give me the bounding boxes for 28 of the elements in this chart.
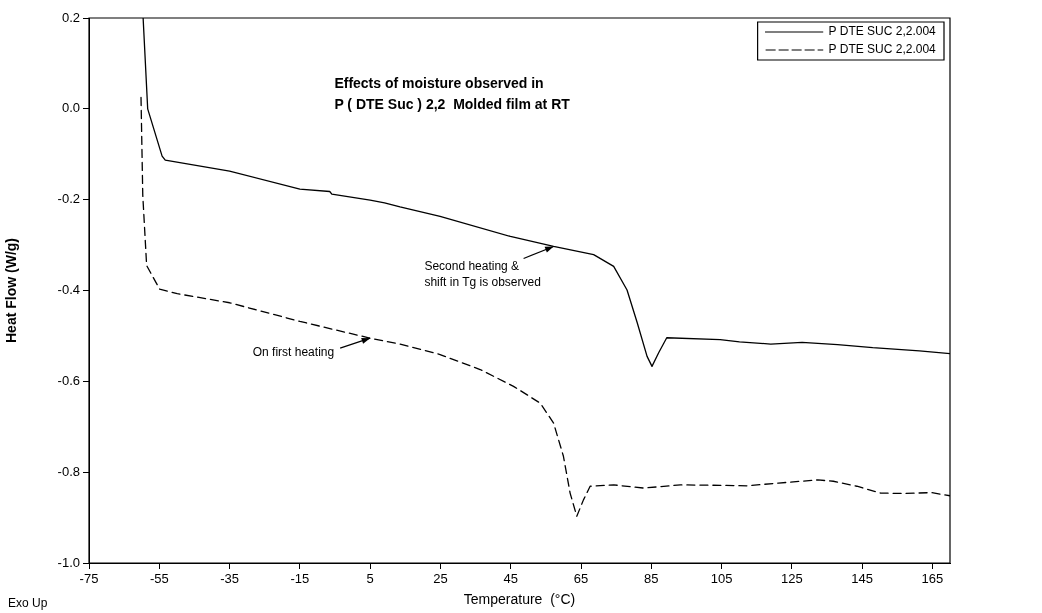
text: Effects of moisture observed in P ( DTE Suc ) 2,2 Molded film at RT: [334, 74, 571, 112]
y-tick-label: -0.2: [57, 191, 80, 207]
x-axis-title: Temperature (°C): [463, 591, 576, 608]
x-tick-label: 105: [710, 571, 733, 587]
x-tick-label: 65: [573, 571, 589, 587]
x-tick-label: 25: [433, 571, 448, 587]
y-tick-label: -0.8: [57, 463, 80, 479]
x-tick-label: 145: [851, 571, 873, 587]
x-tick-label: 165: [921, 571, 944, 587]
x-tick-label: 85: [644, 571, 659, 587]
x-tick-label: -35: [220, 571, 239, 587]
text: Exo Up: [8, 596, 48, 611]
x-tick-label: -55: [149, 571, 169, 587]
x-tick-label: 5: [366, 571, 374, 587]
y-tick-label: -1.0: [57, 554, 80, 570]
x-tick-label: -15: [290, 571, 310, 587]
legend-label: P DTE SUC 2,2.004: [828, 42, 937, 57]
annotation: Second heating & shift in Tg is observed: [424, 258, 541, 289]
x-tick-label: -75: [79, 571, 99, 587]
y-tick-label: 0.0: [61, 100, 80, 116]
y-tick-label: -0.6: [57, 372, 80, 388]
annotation: On first heating: [252, 344, 335, 359]
x-tick-label: 125: [781, 571, 803, 587]
y-tick-label: 0.2: [61, 9, 80, 25]
y-tick-label: -0.4: [57, 282, 80, 298]
x-tick-label: 45: [503, 571, 518, 587]
legend-label: P DTE SUC 2,2.004: [828, 24, 937, 39]
y-axis-title: Heat Flow (W/g): [3, 238, 20, 343]
